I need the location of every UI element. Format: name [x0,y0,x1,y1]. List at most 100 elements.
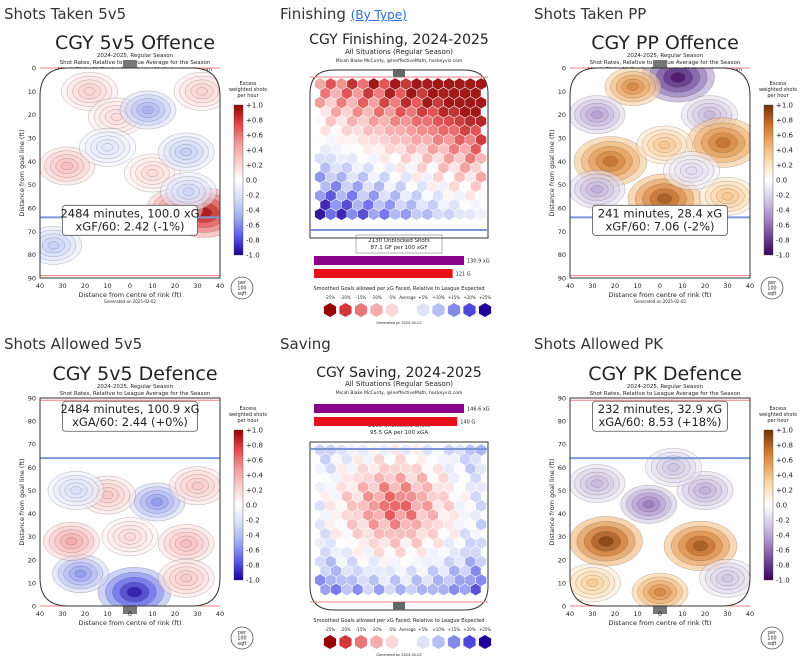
hex-cell [449,124,460,137]
bar [314,404,464,413]
rink-border [39,397,221,607]
hex-cell [433,499,444,512]
hex-cell [476,537,487,549]
stats-line: xGF/60: 7.06 (-2%) [606,219,715,233]
hex-cell [336,518,347,531]
hex-cell [411,133,422,146]
hex-cell [336,537,347,549]
x-tick-label: 20 [171,282,179,290]
hex-cell [374,546,385,559]
x-tick-label: 10 [678,282,686,290]
heat-contour [70,486,82,495]
hex-cell [341,180,352,193]
stats-box [62,204,198,236]
hex-cell [411,78,422,90]
hex-cell [411,152,422,165]
legend-title: Smoothed Goals allowed per xG Faced, Rel… [313,618,484,624]
hex-cell [406,124,417,137]
hex-cell [347,208,358,221]
hex-cell [411,555,422,568]
heat-contour [692,540,709,552]
hex-cell [390,555,401,568]
y-axis-label: Distance from goal line (ft) [18,129,26,216]
colorbar-tick-label: -1.0 [776,577,790,585]
hex-cell [336,499,347,512]
hex-cell [422,574,433,587]
hex-cell [454,208,465,221]
hex-cell [325,518,336,531]
hex-cell [357,133,369,146]
hex-cell [368,78,379,90]
hex-cell [325,574,336,587]
hex-cell [459,527,471,540]
hex-cell [379,171,390,183]
hex-cell [368,152,379,165]
hex-cell [320,565,331,577]
hex-cell [433,462,444,475]
bar-label: 121 G [456,272,471,278]
hex-cell [454,189,465,202]
legend-label: Average [399,295,416,300]
hex-cell [363,143,374,155]
y-axis: 0 10 20 30 40 50 60 70 80 90 [28,395,36,611]
hex-cell [416,161,428,174]
hex-cell [449,161,460,174]
legend-label: +20% [463,627,475,632]
heat-contour [65,537,78,546]
y-tick-label: 60 [558,464,566,472]
legend-label: +5% [418,295,428,300]
hex-cell [449,546,460,559]
hex-cell [357,574,369,587]
hex-cell [400,96,411,109]
hex-cell [374,583,385,596]
hex-cell [374,87,385,100]
hex-cell [325,171,336,183]
hex-cell [352,87,363,100]
chart-subtitle: Shot Rates, Relative to League Average f… [590,391,741,397]
hex-cell [454,96,465,109]
hex-cell [454,115,465,128]
hex-cell [422,555,433,568]
hex-cell [347,152,358,165]
hex-cell [336,115,347,128]
net-icon [393,69,405,77]
hex-cell [433,518,444,531]
hex-cell [465,499,476,512]
hex-cell [411,499,422,512]
hex-cell [470,106,481,118]
legend-hex [447,635,461,649]
hex-cell [384,509,395,521]
hex-cell [368,462,379,475]
hex-cell [390,96,401,109]
hex-cell [368,537,379,549]
hex-cell [357,208,369,221]
hex-cell [422,537,433,549]
hex-cell [476,171,487,183]
legend-hex [385,635,399,649]
hex-cell [422,152,433,165]
hex-cell [400,115,411,128]
hex-cell [341,509,352,521]
colorbar-tick-label: +0.2 [776,162,793,170]
heat-contour [591,110,603,119]
panel-p1: Shots Taken 5v5 CGY 5v5 Offence 2024-2025,… [0,0,268,330]
colorbar-tick-label: +0.6 [776,457,794,465]
colorbar-tick-label: -0.6 [246,547,260,555]
y-tick-label: 10 [28,88,36,96]
by-type-link[interactable]: (By Type) [350,8,407,22]
hex-cell [459,565,471,577]
hex-cell [470,509,481,521]
hex-cell [406,509,417,521]
hex-cell [406,161,417,174]
per-sqft-label: per [768,280,776,286]
hex-cell [449,199,460,211]
hex-cell [427,87,438,100]
panel-p4: Shots Allowed 5v5 CGY 5v5 Defence 2024-202… [0,330,268,664]
colorbar-title: Excess [769,81,786,87]
hex-cell [347,537,358,549]
chart-subtitle: 2024-2025, Regular Season [627,53,704,59]
x-tick-label: 30 [588,610,596,618]
hex-cell [320,490,331,503]
hex-cell [390,171,401,183]
hex-cell [470,453,481,466]
